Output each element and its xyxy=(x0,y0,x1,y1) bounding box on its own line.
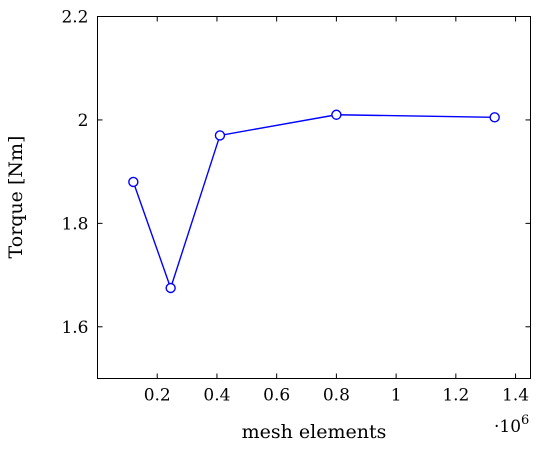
data-point xyxy=(331,109,342,120)
x-tick-label: 0.2 xyxy=(144,386,171,406)
series-group xyxy=(128,109,500,294)
y-axis-label: Torque [Nm] xyxy=(5,136,27,259)
y-axis-ticks: 1.6 1.8 2 2.2 xyxy=(61,8,531,338)
x-tick-label: 1 xyxy=(391,386,402,406)
y-tick-label: 1.8 xyxy=(61,214,88,234)
data-point xyxy=(165,282,176,294)
x-tick-label: 0.4 xyxy=(203,386,230,406)
series-line xyxy=(132,114,495,291)
data-point xyxy=(489,112,500,123)
x-tick-label: 1.2 xyxy=(442,386,469,406)
x-tick-label: 0.8 xyxy=(323,386,350,406)
y-tick-label: 2 xyxy=(78,111,89,131)
x-axis-ticks: 0.2 0.4 0.6 0.8 1 1.2 1.4 xyxy=(144,16,529,406)
plot-frame xyxy=(97,16,531,379)
x-axis-exponent: ·106 xyxy=(494,413,529,437)
x-axis-exponent-base: ·10 xyxy=(494,417,521,437)
data-point xyxy=(128,176,139,188)
axes xyxy=(97,16,531,379)
y-tick-label: 1.6 xyxy=(61,318,88,338)
x-tick-label: 0.6 xyxy=(263,386,290,406)
x-axis-exponent-power: 6 xyxy=(521,413,529,428)
y-tick-label: 2.2 xyxy=(61,8,88,28)
x-tick-label: 1.4 xyxy=(502,386,529,406)
x-axis-label: mesh elements xyxy=(242,421,387,443)
data-point xyxy=(214,130,226,141)
